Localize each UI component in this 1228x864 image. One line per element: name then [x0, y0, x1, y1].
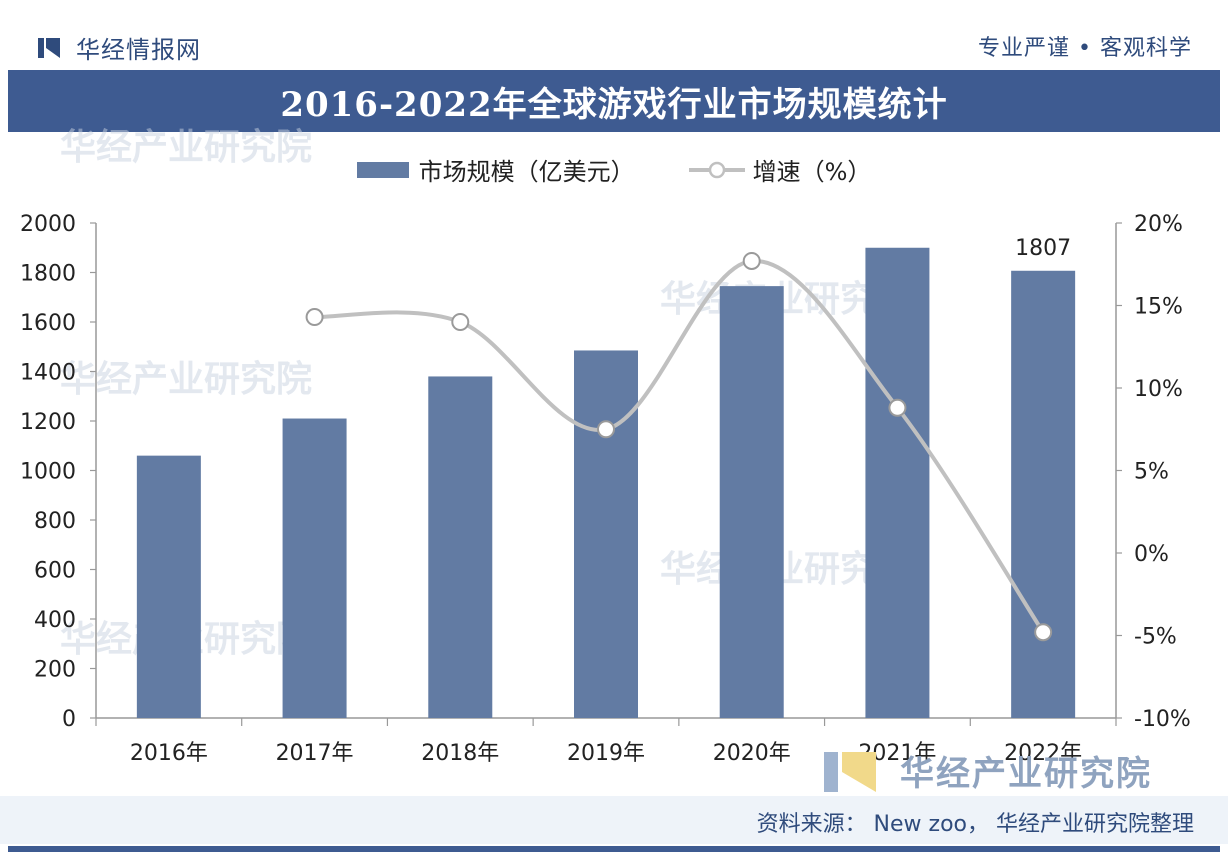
watermark-2: 华经产业研究院	[60, 350, 312, 402]
source-note: 资料来源： New zoo， 华经产业研究院整理	[756, 812, 1194, 837]
x-tick-label: 2017年	[276, 741, 354, 766]
title-bar: 2016-2022年全球游戏行业市场规模统计	[8, 70, 1220, 132]
right-tick-label: -10%	[1134, 707, 1191, 732]
left-tick-label: 600	[34, 559, 76, 584]
x-tick-label: 2022年	[1004, 741, 1082, 766]
right-tick-label: 0%	[1134, 542, 1169, 567]
right-tick-label: 5%	[1134, 460, 1169, 485]
x-tick-label: 2019年	[567, 741, 645, 766]
top-header: 华经情报网 专业严谨 • 客观科学	[0, 0, 1228, 66]
bar	[136, 455, 201, 718]
brand-name: 华经情报网	[76, 36, 201, 64]
bar	[1011, 270, 1076, 718]
watermark-text: 华经产业研究院	[60, 127, 313, 168]
left-tick-label: 1200	[20, 410, 76, 435]
bar	[574, 350, 638, 718]
left-tick-label: 1400	[20, 361, 76, 386]
footer-bar	[8, 846, 1220, 852]
growth-point	[742, 251, 761, 270]
growth-point	[888, 398, 907, 417]
bar	[719, 286, 784, 718]
right-tick-label: -5%	[1134, 625, 1177, 650]
brand: 华经情报网	[36, 30, 201, 65]
right-tick-label: 15%	[1134, 295, 1183, 320]
left-tick-label: 1800	[20, 262, 76, 287]
watermark-logo-icon	[824, 752, 876, 792]
left-tick-label: 0	[62, 707, 76, 732]
right-tick-label: 10%	[1134, 377, 1183, 402]
x-tick-label: 2016年	[130, 741, 208, 766]
bar	[282, 418, 347, 718]
growth-point	[1034, 623, 1053, 642]
legend-line-marker-icon	[688, 161, 745, 178]
left-tick-label: 200	[34, 658, 76, 683]
right-tick-label: 20%	[1134, 212, 1183, 237]
bar	[428, 376, 493, 718]
left-tick-label: 2000	[20, 212, 76, 237]
left-tick-label: 800	[34, 509, 76, 534]
bar	[865, 247, 930, 718]
brand-logo-icon	[38, 37, 60, 58]
legend-bar-swatch	[356, 161, 409, 178]
x-tick-label: 2018年	[421, 741, 499, 766]
tagline: 专业严谨 • 客观科学	[978, 36, 1192, 61]
growth-point	[305, 308, 324, 327]
legend-line-label: 增速（%）	[752, 158, 872, 186]
legend-item-market-size: 市场规模（亿美元）	[356, 152, 635, 187]
watermark-text: 华经产业研究院	[60, 359, 313, 400]
footer-background	[0, 796, 1228, 844]
x-tick-label: 2020年	[713, 741, 791, 766]
data-label: 1807	[1015, 236, 1071, 261]
watermark-corner-text: 华经产业研究院	[900, 754, 1152, 794]
legend-bar-label: 市场规模（亿美元）	[418, 158, 635, 186]
growth-point	[597, 420, 615, 439]
chart-title: 2016-2022年全球游戏行业市场规模统计	[280, 84, 948, 125]
left-tick-label: 1000	[20, 460, 76, 485]
legend-item-growth: 增速（%）	[687, 152, 872, 187]
chart-legend: 市场规模（亿美元） 增速（%）	[0, 152, 1228, 187]
left-tick-label: 400	[34, 608, 76, 633]
growth-line	[314, 258, 1045, 634]
growth-point	[451, 313, 470, 331]
watermark-1: 华经产业研究院	[60, 118, 312, 170]
left-tick-label: 1600	[20, 311, 76, 336]
